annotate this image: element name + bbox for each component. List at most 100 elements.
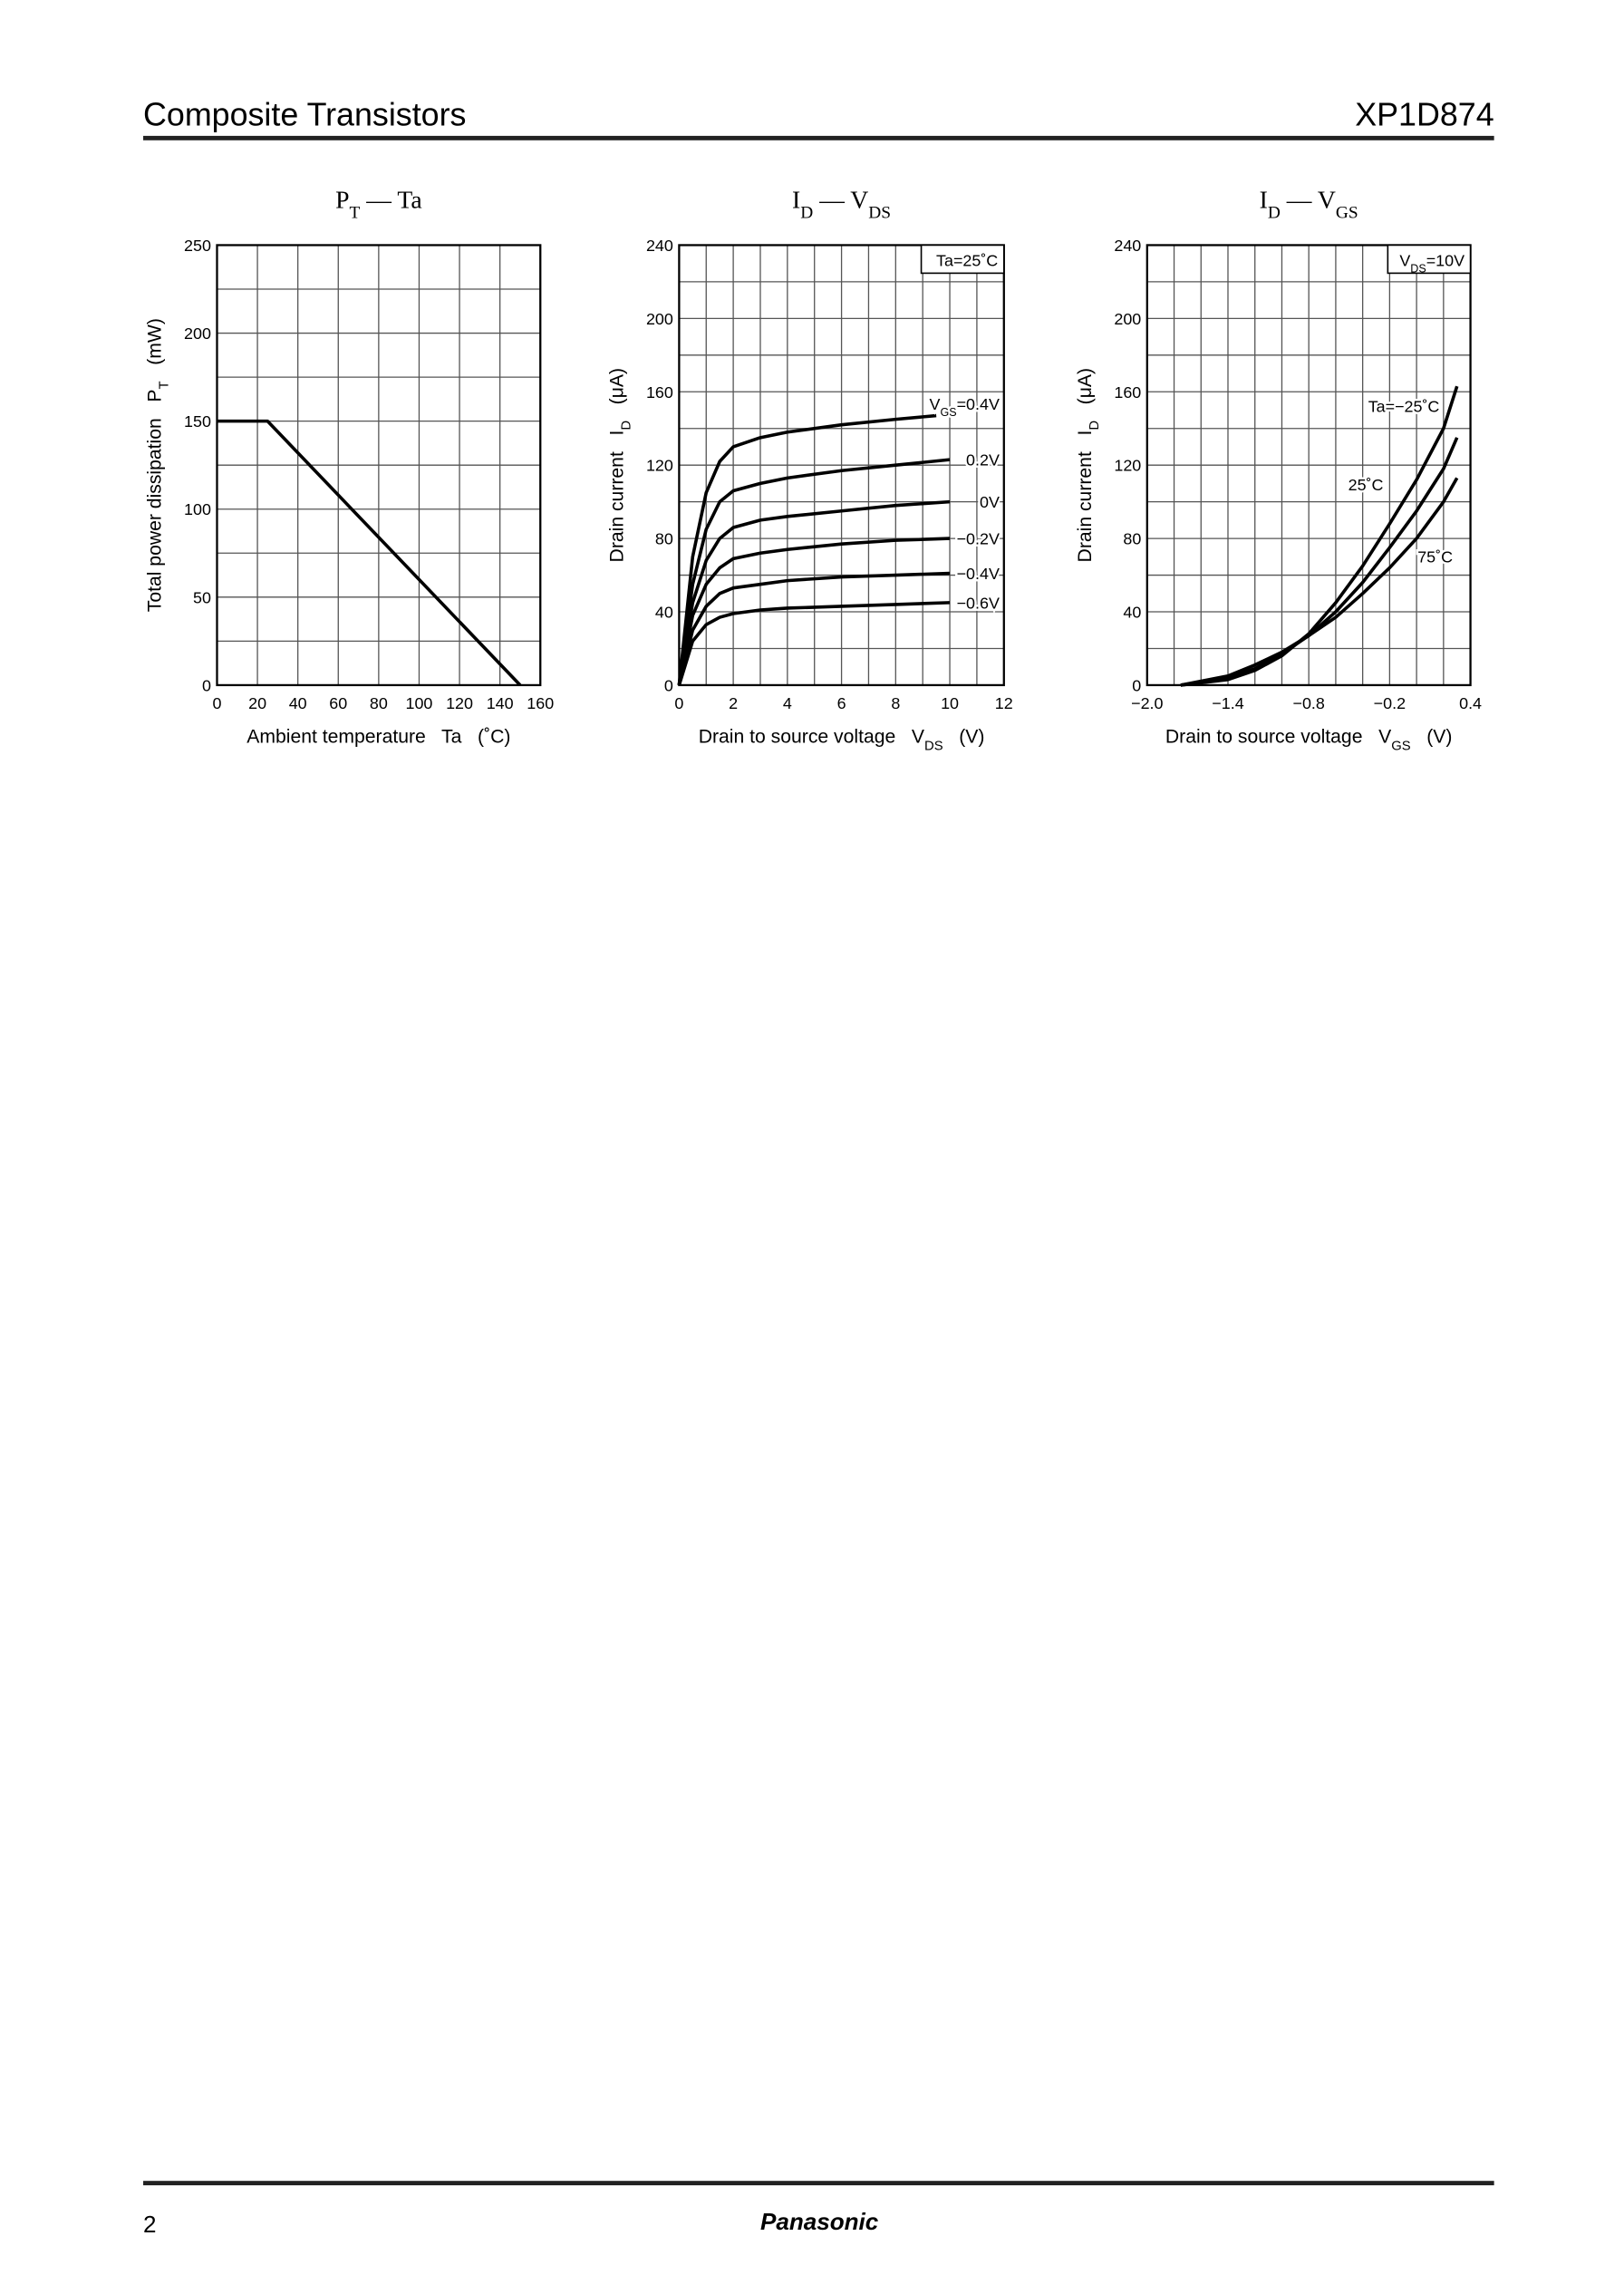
x-axis-label-part: DS	[924, 739, 943, 753]
x-axis-label: Drain to source voltage VGS (V)	[1165, 726, 1453, 753]
x-tick-label: −2.0	[1131, 694, 1163, 712]
data-line	[1180, 477, 1459, 687]
series-label: 75˚C	[1417, 548, 1453, 566]
y-tick-label: 240	[1114, 237, 1141, 255]
y-tick-label: 50	[193, 588, 211, 606]
annotation-part: V	[1399, 251, 1410, 269]
series-label: −0.2V	[957, 530, 1000, 548]
series-label-part: =0.4V	[957, 395, 1000, 413]
x-tick-label: 120	[446, 694, 473, 712]
x-axis-label-part: Drain to source voltage V	[699, 726, 925, 747]
chart-title-part: P	[335, 186, 349, 214]
plot-frame	[1146, 244, 1472, 687]
chart-title-part: — V	[1281, 186, 1336, 214]
data-line	[677, 537, 951, 686]
series-label: Ta=−25˚C	[1368, 398, 1440, 416]
chart-title: ID — VGS	[1260, 186, 1358, 222]
y-tick-label: 100	[184, 500, 211, 518]
chart-title-part: T	[349, 203, 360, 222]
series-label-part: GS	[940, 406, 956, 419]
y-axis-label: Drain current ID (μA)	[1075, 368, 1102, 563]
chart-title-part: I	[1260, 186, 1268, 214]
x-tick-label: 0	[674, 694, 683, 712]
x-axis-label: Drain to source voltage VDS (V)	[699, 726, 985, 753]
series-label-part: 0.2V	[966, 451, 1000, 469]
x-tick-label: 0.4	[1459, 694, 1482, 712]
series-label-part: −0.2V	[957, 530, 1000, 548]
x-axis-label-part: Drain to source voltage V	[1165, 726, 1392, 747]
y-tick-label: 0	[1132, 676, 1141, 694]
data-line	[677, 413, 937, 686]
plot-frame	[678, 244, 1005, 687]
series-label: 0.2V	[966, 451, 1000, 469]
y-tick-label: 200	[184, 324, 211, 343]
data-line	[1180, 437, 1459, 687]
annotation-box	[1387, 244, 1472, 275]
y-axis-label-part: D	[619, 421, 633, 431]
y-tick-label: 80	[1123, 530, 1141, 548]
x-axis-label-part: GS	[1391, 739, 1411, 753]
y-axis-label: Total power dissipation PT (mW)	[145, 318, 172, 612]
y-axis-label-part: Drain current I	[606, 431, 627, 563]
y-tick-label: 150	[184, 412, 211, 431]
series-label-part: Ta=−25˚C	[1368, 398, 1440, 416]
series-label: VGS=0.4V	[930, 395, 1000, 419]
x-tick-label: 60	[329, 694, 347, 712]
x-tick-label: −0.2	[1374, 694, 1406, 712]
annotation-part: Ta=25˚C	[936, 251, 998, 269]
x-axis-label: Ambient temperature Ta (˚C)	[246, 726, 510, 747]
x-tick-label: 2	[729, 694, 738, 712]
chart-title-part: D	[1268, 203, 1281, 222]
chart-title-part: D	[800, 203, 813, 222]
y-tick-label: 200	[646, 310, 673, 328]
chart-title-part: GS	[1336, 203, 1358, 222]
x-axis-label-part: Ambient temperature Ta (˚C)	[246, 726, 510, 747]
x-axis-label-part: (V)	[943, 726, 985, 747]
x-tick-label: 6	[837, 694, 846, 712]
y-tick-label: 160	[1114, 383, 1141, 402]
footer-rule	[143, 2181, 1494, 2186]
data-line	[677, 571, 951, 686]
x-tick-label: 0	[212, 694, 221, 712]
series-label: −0.4V	[957, 565, 1000, 583]
annotation: VDS=10V	[1399, 251, 1464, 275]
x-tick-label: 10	[941, 694, 959, 712]
y-axis-label-part: Total power dissipation P	[145, 389, 166, 612]
y-tick-label: 160	[646, 383, 673, 402]
y-tick-label: 120	[646, 457, 673, 475]
x-tick-label: 12	[995, 694, 1013, 712]
x-tick-label: 160	[527, 694, 554, 712]
data-line	[677, 601, 951, 686]
y-tick-label: 200	[1114, 310, 1141, 328]
footer-brand: Panasonic	[760, 2208, 879, 2235]
y-tick-label: 80	[655, 530, 673, 548]
data-line	[677, 458, 951, 686]
y-axis-label-part: Drain current I	[1075, 431, 1096, 563]
annotation-part: DS	[1410, 262, 1426, 275]
chart-title-part: — Ta	[360, 186, 421, 214]
x-tick-label: 4	[783, 694, 792, 712]
y-axis-label-part: T	[158, 381, 172, 389]
chart-title: ID — VDS	[792, 186, 891, 222]
data-line	[217, 419, 522, 687]
y-axis-label-part: D	[1088, 421, 1102, 431]
series-label-part: −0.6V	[957, 594, 1000, 612]
y-tick-label: 0	[202, 676, 211, 694]
y-tick-label: 120	[1114, 457, 1141, 475]
y-tick-label: 240	[646, 237, 673, 255]
annotation: Ta=25˚C	[936, 251, 998, 269]
x-tick-label: 40	[289, 694, 307, 712]
y-axis-label-part: (μA)	[1075, 368, 1096, 421]
x-tick-label: 140	[487, 694, 514, 712]
header-title: Composite Transistors	[143, 96, 466, 132]
data-line	[677, 499, 951, 686]
x-tick-label: −1.4	[1212, 694, 1243, 712]
y-tick-label: 40	[1123, 604, 1141, 622]
series-label-part: −0.4V	[957, 565, 1000, 583]
x-tick-label: −0.8	[1293, 694, 1325, 712]
x-axis-label-part: (V)	[1411, 726, 1453, 747]
series-label: −0.6V	[957, 594, 1000, 612]
chart-title: PT — Ta	[335, 186, 422, 222]
